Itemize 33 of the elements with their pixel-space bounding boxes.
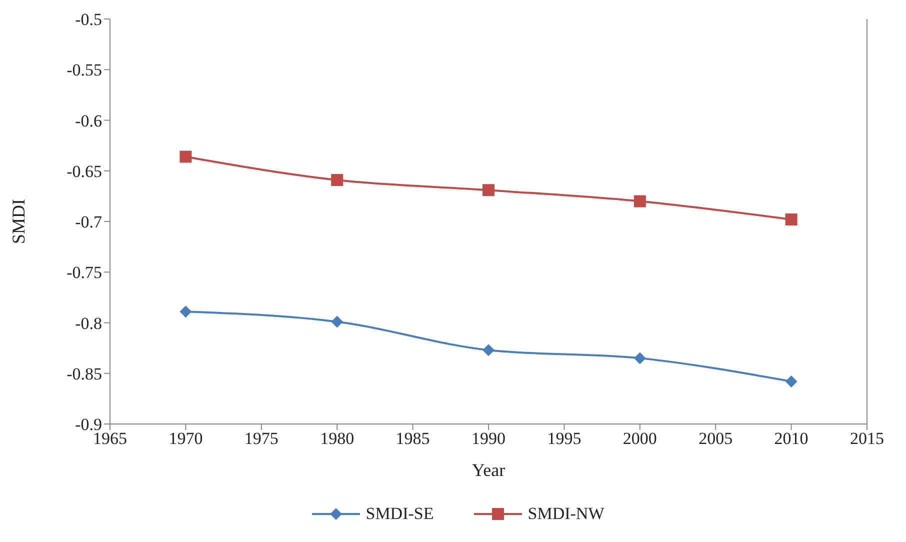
x-tick-label: 1995 [547, 429, 582, 448]
x-tick-label: 2005 [698, 429, 733, 448]
point [331, 316, 344, 328]
y-tick-label: -0.5 [75, 10, 102, 30]
point [180, 306, 192, 318]
x-tick-label: 1985 [396, 429, 430, 448]
point [634, 352, 646, 364]
y-tick-label: -0.75 [66, 263, 102, 282]
point [785, 213, 798, 226]
x-tick-label: 1975 [244, 429, 278, 448]
x-tick-label: 1970 [168, 429, 203, 448]
legend-label: SMDI-SE [366, 504, 434, 524]
y-tick-label: -0.85 [66, 364, 102, 384]
y-tick-label: -0.65 [66, 162, 102, 181]
y-tick-label: -0.8 [75, 314, 102, 333]
x-tick-label: 2000 [622, 429, 657, 448]
point [180, 150, 192, 163]
y-tick-label: -0.55 [66, 60, 102, 80]
point [331, 174, 344, 186]
point [482, 344, 494, 356]
legend-label: SMDI-NW [528, 504, 604, 524]
x-tick-label: 1965 [93, 429, 127, 448]
x-tick-label: 1990 [472, 429, 506, 448]
y-axis-title: SMDI [8, 198, 28, 244]
x-axis-title: Year [472, 460, 506, 480]
point [482, 184, 494, 196]
point [785, 375, 798, 388]
x-tick-label: 2015 [850, 429, 884, 448]
y-tick-label: -0.7 [75, 212, 102, 232]
x-tick-label: 2010 [774, 429, 808, 448]
y-tick-label: -0.6 [75, 111, 102, 130]
point [634, 195, 646, 208]
x-tick-label: 1980 [320, 429, 354, 448]
